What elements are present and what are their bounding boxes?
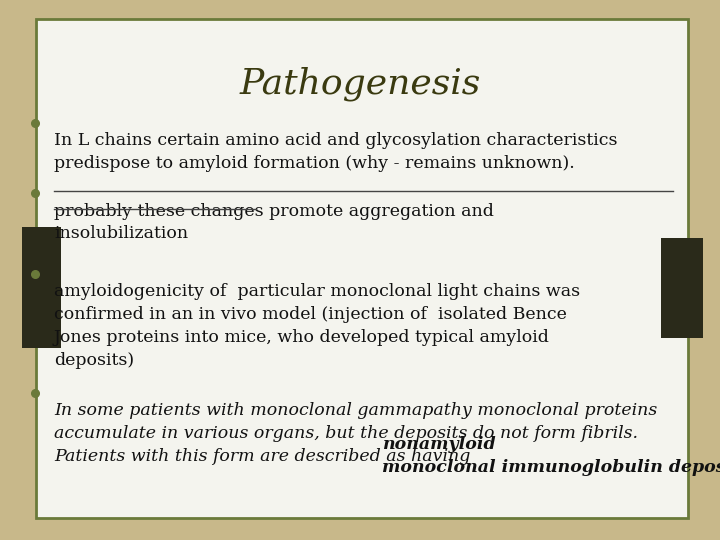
Text: Pathogenesis: Pathogenesis <box>239 66 481 101</box>
Bar <box>22 227 61 348</box>
Text: nonamyloid
monoclonal immunoglobulin deposition disease (MIDD).: nonamyloid monoclonal immunoglobulin dep… <box>382 436 720 476</box>
Text: In some patients with monoclonal gammapathy monoclonal proteins
accumulate in va: In some patients with monoclonal gammapa… <box>54 402 657 465</box>
Text: amyloidogenicity of  particular monoclonal light chains was
confirmed in an in v: amyloidogenicity of particular monoclona… <box>54 284 580 369</box>
Bar <box>661 238 703 338</box>
Text: probably these changes promote aggregation and
insolubilization: probably these changes promote aggregati… <box>54 202 494 242</box>
Text: In L chains certain amino acid and glycosylation characteristics
predispose to a: In L chains certain amino acid and glyco… <box>54 132 618 172</box>
